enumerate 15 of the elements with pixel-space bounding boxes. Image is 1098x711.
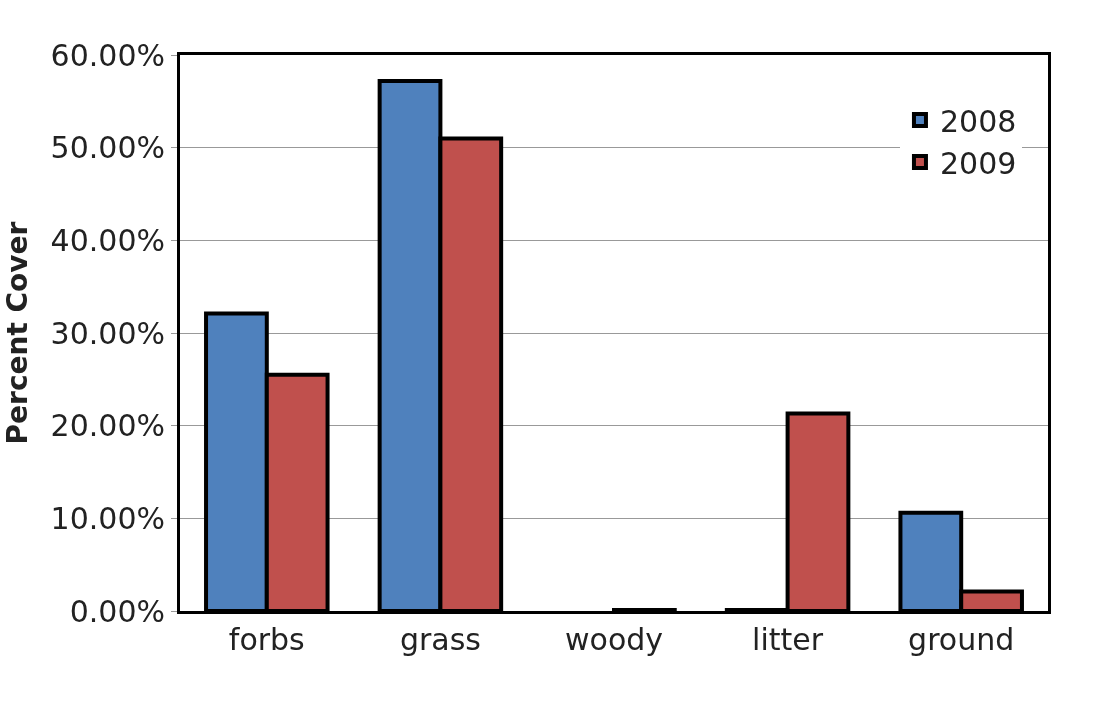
x-tick-label: ground <box>908 622 1015 657</box>
y-tick-label: 50.00% <box>50 130 165 166</box>
legend-label: 2008 <box>939 103 1017 139</box>
y-tick-label: 20.00% <box>50 408 165 444</box>
y-axis-title: Percent Cover <box>1 221 35 445</box>
y-tick-label: 0.00% <box>69 593 165 629</box>
x-tick-label: woody <box>564 622 664 657</box>
y-tick-label: 60.00% <box>50 37 165 73</box>
y-tick-label: 40.00% <box>50 222 165 258</box>
legend-label: 2009 <box>939 145 1017 181</box>
x-tick-label: forbs <box>228 622 305 657</box>
x-tick-label: grass <box>399 622 481 657</box>
y-tick-label: 10.00% <box>50 500 165 536</box>
x-tick-label: litter <box>752 622 824 657</box>
y-tick-label: 30.00% <box>50 315 165 351</box>
